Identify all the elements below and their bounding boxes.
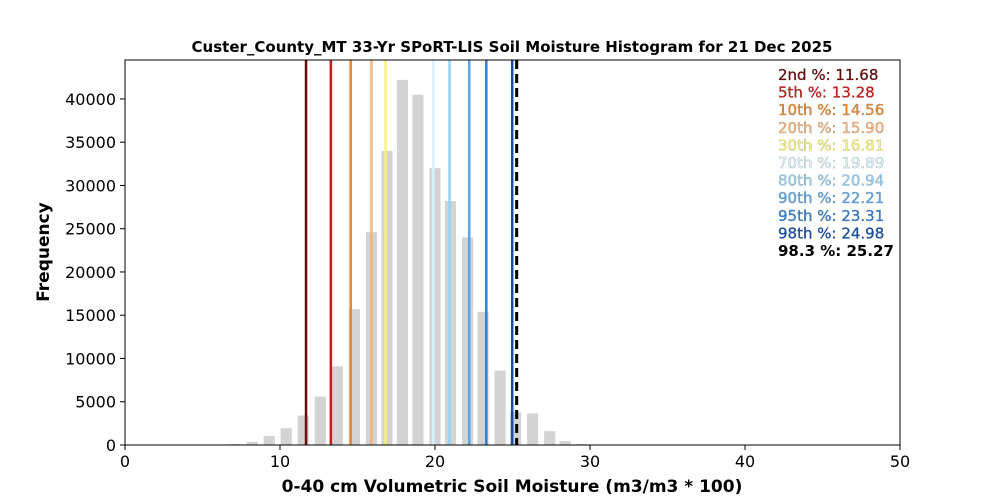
y-tick-label: 40000 xyxy=(65,90,116,109)
histogram-bar xyxy=(544,431,556,445)
y-tick-label: 0 xyxy=(106,436,116,455)
histogram-bar xyxy=(559,441,571,445)
y-tick-label: 10000 xyxy=(65,349,116,368)
y-tick-label: 5000 xyxy=(75,393,116,412)
percentile-label: 5th %: 13.28 xyxy=(778,84,875,102)
histogram-bar xyxy=(396,79,409,446)
histogram-bar xyxy=(246,441,258,445)
percentile-label: 98th %: 24.98 xyxy=(778,224,884,242)
percentile-label: 2nd %: 11.68 xyxy=(778,66,878,84)
percentile-label: 20th %: 15.90 xyxy=(778,119,884,137)
histogram-bar xyxy=(263,435,275,445)
percentile-label: 90th %: 22.21 xyxy=(778,189,884,207)
histogram-bar xyxy=(348,309,360,445)
x-tick-label: 30 xyxy=(580,452,600,471)
y-tick-label: 15000 xyxy=(65,306,116,325)
percentile-lines xyxy=(304,60,519,445)
histogram-bar xyxy=(461,237,474,445)
y-axis: 0 5000 10000 15000 20000 25000 30000 35000 40000 xyxy=(65,90,125,455)
x-axis: 0 10 20 30 40 50 xyxy=(120,445,910,471)
current-value-label: 98.3 %: 25.27 xyxy=(778,242,894,260)
percentile-label: 70th %: 19.89 xyxy=(778,154,884,172)
histogram-bar xyxy=(331,366,343,445)
percentile-label: 95th %: 23.31 xyxy=(778,207,884,225)
histogram-bar xyxy=(297,415,309,445)
x-tick-label: 10 xyxy=(270,452,290,471)
x-axis-title: 0-40 cm Volumetric Soil Moisture (m3/m3 … xyxy=(282,477,743,497)
y-tick-label: 30000 xyxy=(65,176,116,195)
histogram-bar xyxy=(314,396,326,445)
histogram-bar xyxy=(412,94,424,445)
y-axis-title: Frequency xyxy=(34,202,54,302)
x-tick-label: 0 xyxy=(120,452,130,471)
percentile-label: 30th %: 16.81 xyxy=(778,136,884,154)
y-tick-label: 25000 xyxy=(65,220,116,239)
histogram-bar xyxy=(527,413,539,445)
histogram-bar xyxy=(429,168,441,446)
plot-frame xyxy=(124,59,901,446)
x-tick-label: 50 xyxy=(890,452,910,471)
x-tick-label: 20 xyxy=(425,452,445,471)
histogram-bar xyxy=(280,428,292,445)
histogram-bar xyxy=(381,150,393,445)
percentile-label: 10th %: 14.56 xyxy=(778,101,884,119)
chart-title: Custer_County_MT 33-Yr SPoRT-LIS Soil Mo… xyxy=(192,38,833,56)
histogram-bar xyxy=(477,311,489,445)
x-tick-label: 40 xyxy=(735,452,755,471)
histogram-bar xyxy=(494,370,506,445)
histogram-bars xyxy=(229,79,587,446)
percentile-label: 80th %: 20.94 xyxy=(778,172,884,190)
y-tick-label: 20000 xyxy=(65,263,116,282)
y-tick-label: 35000 xyxy=(65,133,116,152)
